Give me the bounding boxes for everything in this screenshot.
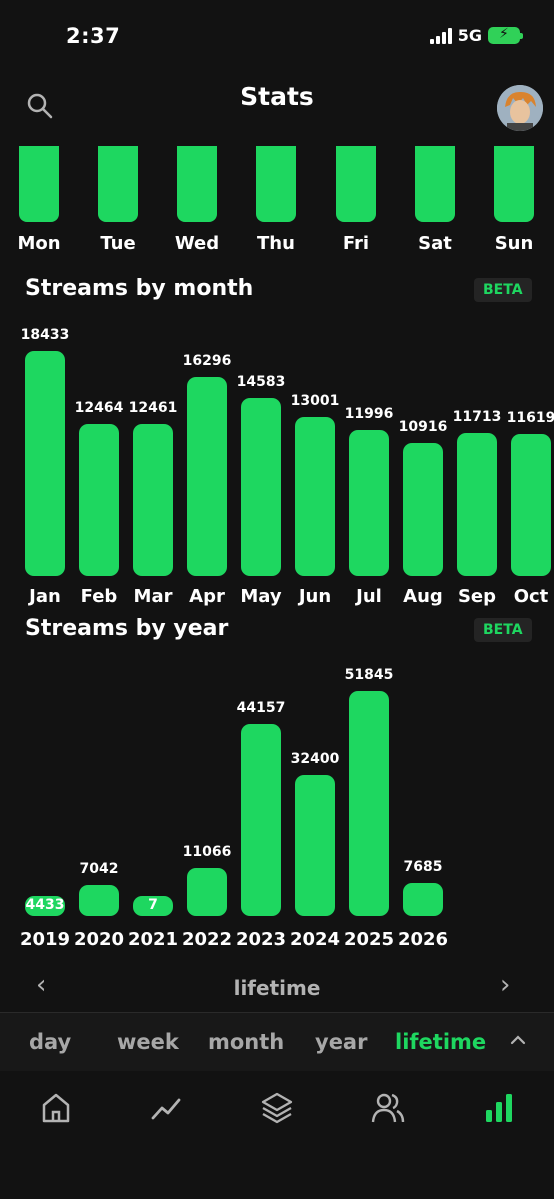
weekday-label: Sat xyxy=(418,233,452,254)
value-label: 12464 xyxy=(74,399,124,416)
next-period-button[interactable]: › xyxy=(500,970,511,1000)
weekday-label: Mon xyxy=(17,233,61,254)
x-tick-label: Sep xyxy=(457,586,497,607)
x-tick-label: May xyxy=(240,586,282,607)
value-label: 18433 xyxy=(20,327,70,343)
avatar[interactable] xyxy=(497,85,543,131)
x-tick-label: Mar xyxy=(133,586,173,607)
month-section-title: Streams by month xyxy=(25,276,254,301)
chart-bar xyxy=(295,775,335,916)
network-label: 5G xyxy=(457,26,482,45)
chart-bar xyxy=(403,442,443,576)
chart-bar xyxy=(403,882,443,916)
chart-bar xyxy=(79,423,119,576)
weekday-bar xyxy=(415,146,455,222)
weekday-label: Wed xyxy=(174,233,220,254)
weekday-label: Fri xyxy=(342,233,370,254)
tab-day[interactable]: day xyxy=(29,1030,72,1054)
value-label: 11713 xyxy=(452,409,502,426)
chart-bar xyxy=(25,896,65,916)
tab-week[interactable]: week xyxy=(117,1030,179,1054)
x-tick-label: 2022 xyxy=(181,929,233,950)
x-tick-label: 2019 xyxy=(19,929,71,950)
value-label: 7042 xyxy=(79,861,119,878)
x-tick-label: Aug xyxy=(403,586,443,607)
chart-bar xyxy=(25,351,65,576)
tab-lifetime[interactable]: lifetime xyxy=(395,1030,487,1054)
weekday-label: Sun xyxy=(494,233,534,254)
weekday-bar xyxy=(336,146,376,222)
bottom-nav xyxy=(0,1071,554,1199)
x-tick-label: 2021 xyxy=(127,929,179,950)
prev-period-button[interactable]: ‹ xyxy=(36,970,47,1000)
weekday-label: Tue xyxy=(100,233,136,254)
page-title: Stats xyxy=(240,82,314,111)
chart-bar xyxy=(349,691,389,916)
year-beta-badge: BETA xyxy=(474,618,532,642)
layers-icon[interactable] xyxy=(259,1090,295,1126)
chart-bar xyxy=(457,433,497,576)
range-tab-bar xyxy=(0,1012,554,1072)
weekday-bar xyxy=(256,146,296,222)
month-beta-badge: BETA xyxy=(474,278,532,302)
stats-icon[interactable] xyxy=(481,1090,517,1126)
pager-label: lifetime xyxy=(233,976,321,1000)
chart-bar xyxy=(187,377,227,576)
x-tick-label: 2020 xyxy=(73,929,125,950)
x-tick-label: Oct xyxy=(513,586,549,607)
chart-bar xyxy=(241,397,281,576)
chart-bar xyxy=(349,429,389,576)
weekday-bar xyxy=(177,146,217,222)
value-label: 11996 xyxy=(344,405,394,422)
x-tick-label: Jun xyxy=(298,586,332,607)
weekday-bar xyxy=(98,146,138,222)
chart-bar xyxy=(511,434,551,576)
x-tick-label: Jan xyxy=(29,586,61,607)
value-label: 11619 xyxy=(506,410,554,427)
x-tick-label: Feb xyxy=(80,586,118,607)
friends-icon[interactable] xyxy=(370,1090,406,1126)
value-label: 51845 xyxy=(344,667,394,683)
weekday-bar xyxy=(19,146,59,222)
value-label: 32400 xyxy=(290,751,340,768)
x-tick-label: 2024 xyxy=(289,929,341,950)
value-label: 44157 xyxy=(236,700,286,717)
x-tick-label: 2025 xyxy=(343,929,395,950)
status-icons: 5G ⚡ xyxy=(429,26,523,45)
value-label: 16296 xyxy=(182,353,232,370)
weekday-bar xyxy=(494,146,534,222)
chart-bar xyxy=(241,724,281,916)
search-icon[interactable] xyxy=(26,92,54,120)
tab-month[interactable]: month xyxy=(208,1030,285,1054)
chevron-up-icon[interactable] xyxy=(509,1034,527,1046)
status-time: 2:37 xyxy=(66,24,121,48)
value-label: 14583 xyxy=(236,373,286,390)
value-label: 4433 xyxy=(25,897,65,913)
chart-bar xyxy=(79,885,119,916)
x-tick-label: Jul xyxy=(356,586,382,607)
chart-bar xyxy=(133,423,173,576)
value-label: 7 xyxy=(148,897,158,913)
value-label: 10916 xyxy=(398,418,448,435)
value-label: 7685 xyxy=(403,858,443,875)
x-tick-label: 2023 xyxy=(235,929,287,950)
year-section-title: Streams by year xyxy=(25,616,229,641)
signal-icon xyxy=(429,27,452,44)
value-label: 13001 xyxy=(290,393,340,410)
battery-icon: ⚡ xyxy=(488,26,523,44)
tab-year[interactable]: year xyxy=(315,1030,368,1054)
chart-bar xyxy=(133,896,173,916)
chart-bar xyxy=(295,417,335,576)
trend-icon[interactable] xyxy=(148,1090,184,1126)
value-label: 11066 xyxy=(182,843,232,860)
x-tick-label: Apr xyxy=(189,586,225,607)
avatar-image-icon xyxy=(497,85,543,131)
home-icon[interactable] xyxy=(38,1090,74,1126)
x-tick-label: 2026 xyxy=(397,929,449,950)
chart-bar xyxy=(187,867,227,916)
value-label: 12461 xyxy=(128,399,178,416)
weekday-label: Thu xyxy=(257,233,295,254)
